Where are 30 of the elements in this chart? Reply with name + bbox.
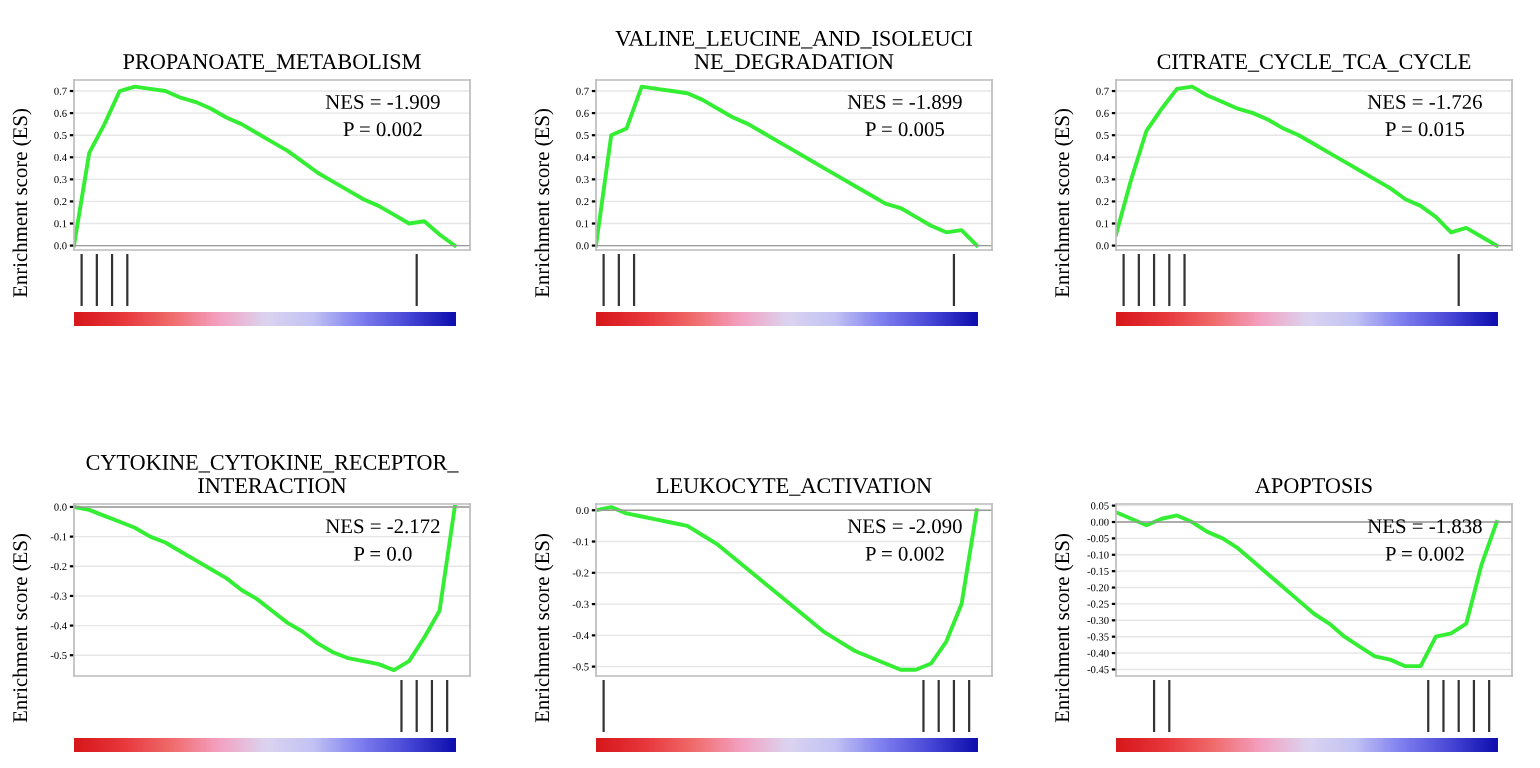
line-series (596, 84, 979, 248)
chart-title: CITRATE_CYCLE_TCA_CYCLE (1157, 54, 1471, 72)
chart-title: VALINE_LEUCINE_AND_ISOLEUCI NE_DEGRADATION (615, 30, 973, 72)
annotation: NES = -1.909 (325, 94, 440, 110)
line-series (74, 84, 457, 248)
chart-title: PROPANOATE_METABOLISM (123, 54, 421, 72)
line-series (1116, 84, 1499, 248)
y-axis-title: Enrichment score (ES) (12, 534, 32, 723)
annotation: P = 0.002 (343, 122, 422, 137)
y-axis-title: Enrichment score (ES) (1054, 534, 1074, 723)
chart-title: LEUKOCYTE_ACTIVATION (656, 478, 932, 496)
line-series (1116, 510, 1499, 669)
annotation: P = 0.002 (1385, 546, 1464, 561)
annotation: NES = -2.090 (847, 519, 962, 534)
annotation: NES = -1.899 (847, 94, 962, 110)
line-series (596, 505, 979, 672)
annotation: P = 0.015 (1385, 122, 1464, 137)
y-axis-title: Enrichment score (ES) (1054, 109, 1074, 298)
y-axis-title: Enrichment score (ES) (534, 534, 554, 723)
chart-title: APOPTOSIS (1255, 478, 1372, 494)
annotation: NES = -1.726 (1367, 95, 1482, 110)
annotation: P = 0.002 (865, 546, 944, 561)
annotation: P = 0.0 (353, 546, 412, 561)
annotation: NES = -1.838 (1367, 519, 1482, 534)
line-series (74, 505, 457, 673)
annotation: P = 0.005 (865, 122, 944, 137)
y-axis-title: Enrichment score (ES) (534, 109, 554, 298)
annotation: NES = -2.172 (325, 519, 440, 534)
chart-title: CYTOKINE_CYTOKINE_RECEPTOR_ INTERACTION (86, 454, 459, 494)
y-axis-title: Enrichment score (ES) (12, 109, 32, 298)
